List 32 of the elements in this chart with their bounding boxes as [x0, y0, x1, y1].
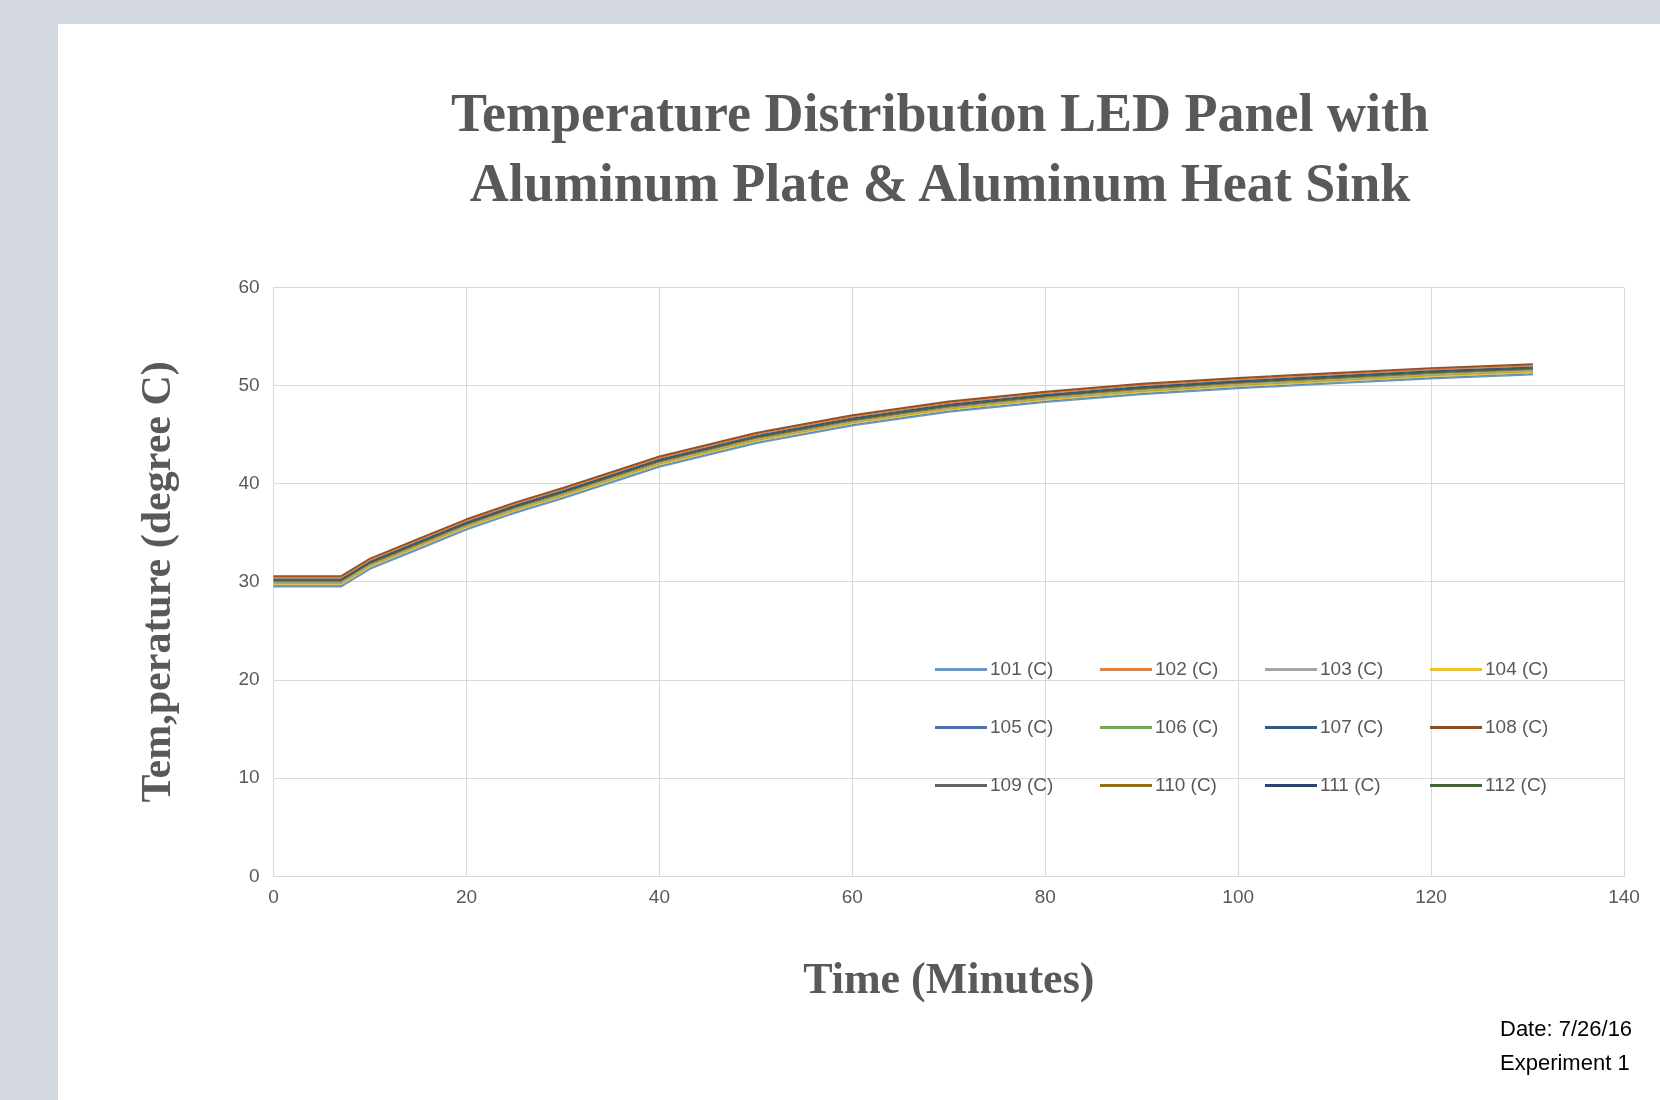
x-tick-label: 80: [1034, 886, 1056, 908]
legend-label: 102 (C): [1155, 658, 1219, 680]
legend-label: 106 (C): [1155, 716, 1219, 738]
y-tick-label: 40: [238, 471, 260, 493]
y-tick-label: 30: [238, 570, 260, 592]
legend-label: 111 (C): [1320, 774, 1381, 796]
x-axis-title: Time (Minutes): [803, 953, 1095, 1003]
y-tick-label: 50: [238, 373, 260, 395]
y-axis-title: Tem,perature (degree C): [133, 361, 181, 803]
legend-label: 108 (C): [1485, 716, 1549, 738]
legend-label: 109 (C): [990, 774, 1054, 796]
legend-label: 105 (C): [990, 716, 1054, 738]
chart-title: Temperature Distribution LED Panel with Aluminum Plate & Aluminum Heat Sink: [449, 82, 1430, 215]
x-tick-label: 100: [1222, 886, 1254, 908]
text: Date: 7/26/16: [1500, 1015, 1633, 1043]
x-tick-label: 60: [841, 886, 863, 908]
x-tick-label: 0: [268, 886, 279, 908]
legend-label: 107 (C): [1320, 716, 1384, 738]
legend-label: 112 (C): [1485, 774, 1547, 796]
legend-label: 101 (C): [990, 658, 1054, 680]
x-tick-label: 120: [1415, 886, 1447, 908]
y-tick-label: 10: [238, 766, 260, 788]
x-tick-label: 40: [648, 886, 670, 908]
legend-label: 104 (C): [1485, 658, 1549, 680]
legend-label: 103 (C): [1320, 658, 1384, 680]
y-tick-label: 20: [238, 668, 260, 690]
text: Experiment 1: [1500, 1049, 1631, 1077]
x-tick-label: 20: [455, 886, 478, 908]
y-tick-label: 0: [248, 864, 260, 886]
x-tick-label: 140: [1608, 886, 1640, 908]
y-tick-label: 60: [238, 275, 260, 297]
legend-label: 110 (C): [1155, 774, 1217, 796]
